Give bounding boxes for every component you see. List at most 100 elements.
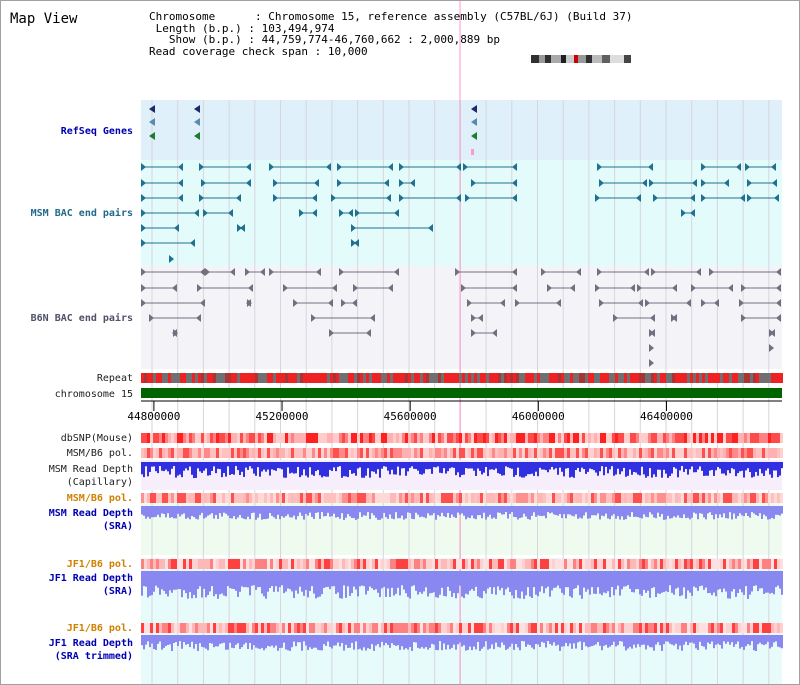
msm-b6-pol-cell [768,448,771,458]
jf1-trimmed-bar [265,635,267,649]
msm-capillary-bar [483,462,485,473]
jf1-b6-pol2-cell [186,623,189,633]
repeat-element [645,373,648,383]
jf1-b6-pol2-cell [573,623,576,633]
msm-b6-pol-cell [225,448,228,458]
repeat-element [738,373,741,383]
jf1-b6-pol2-cell [150,623,153,633]
msm-b6-pol-cell [324,448,327,458]
track-label-msm-bac[interactable]: MSM BAC end pairs [30,208,133,219]
msm-sra-bar [515,506,517,518]
jf1-b6-pol2-cell [708,623,711,633]
msm-b6-pol2-cell [423,493,426,503]
msm-capillary-bar [355,462,357,476]
msm-capillary-bar [281,462,283,470]
jf1-trimmed-bar [355,635,357,642]
jf1-b6-pol2-cell [498,623,501,633]
dbsnp-cell [483,433,486,443]
jf1-trimmed-bar [389,635,391,648]
jf1-trimmed-bar [781,635,783,649]
jf1-trimmed-bar [289,635,291,651]
jf1-trimmed-bar [665,635,667,642]
jf1-sra-bar [677,571,679,588]
repeat-element [483,373,486,383]
msm-b6-pol-cell [735,448,738,458]
msm-b6-pol-cell [252,448,255,458]
jf1-b6-pol-cell [318,559,321,569]
jf1-b6-pol-cell [660,559,663,569]
jf1-trimmed-bar [481,635,483,649]
jf1-b6-pol2-cell [426,623,429,633]
repeat-element [477,373,480,383]
msm-sra-bar [695,506,697,514]
jf1-trimmed-bar [533,635,535,650]
msm-sra-bar [771,506,773,518]
jf1-b6-pol2-cell [180,623,183,633]
repeat-element [174,373,177,383]
chromosome-label: Chromosome [149,10,216,23]
jf1-sra-bar [601,571,603,596]
msm-sra-bar [451,506,453,515]
coverage-value: 10,000 [327,44,368,58]
jf1-sra-bar [637,571,639,590]
jf1-b6-pol2-cell [369,623,372,633]
msm-capillary-bar [343,462,345,477]
msm-b6-pol2-cell [606,493,609,503]
dbsnp-cell [375,433,378,443]
jf1-b6-pol2-cell [570,623,573,633]
msm-b6-pol-cell [366,448,369,458]
msm-capillary-bar [371,462,373,472]
msm-b6-pol2-cell [333,493,336,503]
jf1-trimmed-bar [549,635,551,644]
repeat-element [573,373,576,383]
jf1-b6-pol2-cell [462,623,465,633]
b6n-bac-end [741,284,746,292]
repeat-element [741,373,744,383]
track-label-refseq-genes[interactable]: RefSeq Genes [60,126,133,137]
msm-sra-bar [725,506,727,519]
track-label-b6n-bac[interactable]: B6N BAC end pairs [30,313,133,324]
msm-capillary-bar [415,462,417,469]
msm-bac-end [599,179,604,187]
b6n-bac-end [329,329,334,337]
msm-capillary-bar [711,462,713,470]
jf1-trimmed-bar [627,635,629,649]
jf1-sra-bar [383,571,385,587]
dbsnp-cell [222,433,225,443]
b6n-bac-end [686,299,691,307]
repeat-element [633,373,636,383]
jf1-trimmed-bar [661,635,663,651]
jf1-trimmed-bar [551,635,553,646]
jf1-trimmed-bar [659,635,661,646]
msm-sra-bar [413,506,415,520]
msm-b6-pol2-cell [225,493,228,503]
jf1-b6-pol-cell [693,559,696,569]
msm-b6-pol2-cell [156,493,159,503]
msm-b6-pol-cell [357,448,360,458]
msm-capillary-bar [265,462,267,472]
jf1-sra-bar [205,571,207,598]
msm-capillary-bar [503,462,505,476]
jf1-b6-pol2-cell [579,623,582,633]
repeat-element [165,373,168,383]
msm-bac-end [394,209,399,217]
msm-b6-pol2-cell [357,493,360,503]
jf1-sra-bar [765,571,767,593]
msm-sra-bar [313,506,315,520]
dbsnp-cell [741,433,744,443]
jf1-sra-bar [201,571,203,598]
msm-b6-pol2-cell [399,493,402,503]
jf1-b6-pol-cell [690,559,693,569]
msm-sra-bar [379,506,381,520]
msm-b6-pol-cell [216,448,219,458]
dbsnp-cell [297,433,300,443]
msm-capillary-bar [545,462,547,471]
msm-capillary-bar [251,462,253,469]
jf1-b6-pol-cell [336,559,339,569]
jf1-sra-bar [581,571,583,599]
jf1-trimmed-bar [175,635,177,643]
msm-sra-bar [319,506,321,519]
dbsnp-cell [630,433,633,443]
jf1-trimmed-bar [359,635,361,649]
